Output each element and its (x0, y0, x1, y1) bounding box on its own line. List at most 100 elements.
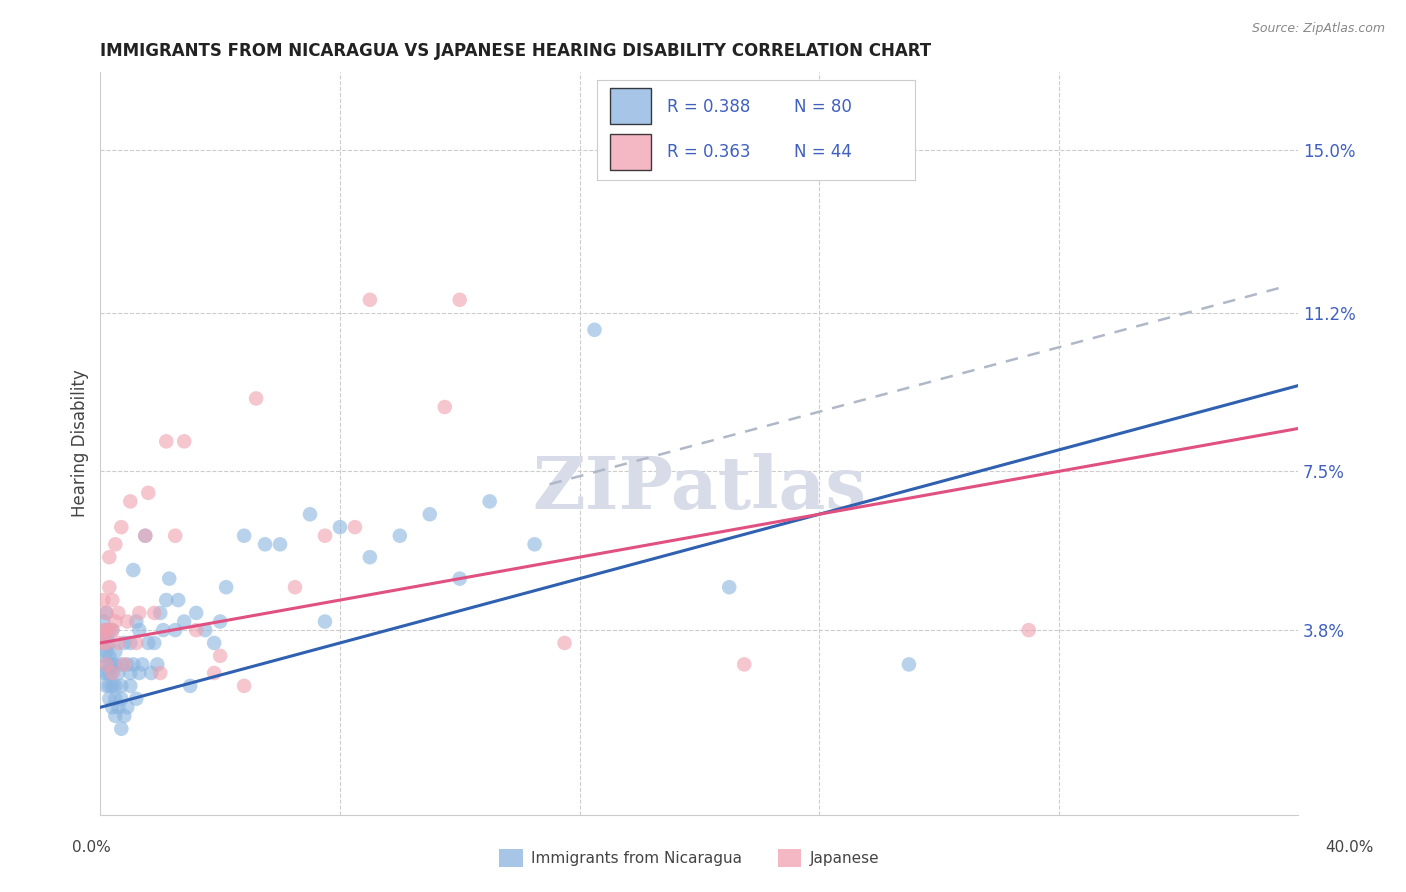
Point (93, 665, 115, 680)
Point (583, 323, 606, 337)
Point (329, 520, 352, 534)
Point (125, 691, 148, 706)
Point (112, 636, 135, 650)
Point (314, 615, 336, 629)
Point (179, 679, 201, 693)
Point (112, 657, 135, 672)
Point (186, 623, 208, 637)
Point (104, 644, 127, 658)
Point (478, 494, 501, 508)
Y-axis label: Hearing Disability: Hearing Disability (72, 369, 89, 517)
Point (96, 657, 118, 672)
Point (165, 529, 187, 543)
Point (209, 615, 232, 629)
Text: Source: ZipAtlas.com: Source: ZipAtlas.com (1251, 22, 1385, 36)
Point (98, 665, 121, 680)
Point (110, 691, 132, 706)
Point (96, 623, 118, 637)
Point (388, 529, 411, 543)
Point (131, 657, 153, 672)
Point (107, 636, 129, 650)
Point (96, 657, 118, 672)
Point (104, 615, 127, 629)
Point (202, 665, 225, 680)
Point (107, 700, 129, 714)
Text: 0.0%: 0.0% (72, 840, 111, 855)
Point (96, 623, 118, 637)
Point (110, 679, 132, 693)
Point (93, 615, 115, 629)
Point (215, 580, 238, 594)
Point (173, 615, 195, 629)
Point (98, 679, 121, 693)
Point (359, 550, 381, 565)
Point (107, 606, 129, 620)
Point (143, 606, 166, 620)
Point (120, 494, 142, 508)
Point (554, 636, 576, 650)
Point (134, 529, 156, 543)
Point (128, 606, 150, 620)
Point (120, 665, 142, 680)
Point (233, 529, 256, 543)
Text: 40.0%: 40.0% (1326, 840, 1374, 855)
Text: Japanese: Japanese (810, 851, 880, 865)
Point (449, 293, 471, 307)
Point (233, 679, 256, 693)
Point (101, 665, 124, 680)
Point (93, 648, 115, 663)
Point (93, 593, 115, 607)
Point (101, 700, 124, 714)
Point (117, 657, 139, 672)
Point (157, 572, 180, 586)
Point (96, 644, 118, 658)
Point (314, 529, 336, 543)
Point (98, 636, 121, 650)
Point (104, 657, 127, 672)
Point (155, 434, 177, 449)
Point (112, 709, 135, 723)
Point (98, 550, 121, 565)
Point (149, 606, 172, 620)
Point (298, 508, 321, 522)
Point (104, 679, 127, 693)
Point (98, 691, 121, 706)
Point (117, 615, 139, 629)
Point (110, 520, 132, 534)
Point (254, 537, 277, 551)
Point (96, 606, 118, 620)
Point (93, 623, 115, 637)
Point (104, 691, 127, 706)
Point (419, 508, 441, 522)
Text: ZIPatlas: ZIPatlas (533, 452, 866, 524)
Point (110, 657, 132, 672)
Point (284, 580, 307, 594)
Point (1018, 623, 1040, 637)
Text: IMMIGRANTS FROM NICARAGUA VS JAPANESE HEARING DISABILITY CORRELATION CHART: IMMIGRANTS FROM NICARAGUA VS JAPANESE HE… (100, 42, 932, 60)
Point (96, 665, 118, 680)
Point (202, 636, 225, 650)
Point (117, 700, 139, 714)
Point (98, 623, 121, 637)
Point (96, 632, 118, 646)
Point (269, 537, 291, 551)
Point (125, 615, 148, 629)
Point (523, 537, 546, 551)
Point (122, 563, 145, 577)
Point (98, 657, 121, 672)
Point (194, 623, 217, 637)
Point (733, 657, 755, 672)
Point (136, 485, 159, 500)
Point (104, 709, 127, 723)
Point (343, 520, 366, 534)
Point (149, 665, 172, 680)
Point (104, 537, 127, 551)
Point (165, 623, 187, 637)
Point (359, 293, 381, 307)
Point (128, 623, 150, 637)
Point (141, 665, 163, 680)
Point (107, 665, 129, 680)
Point (96, 606, 118, 620)
Text: Immigrants from Nicaragua: Immigrants from Nicaragua (531, 851, 742, 865)
Point (897, 657, 920, 672)
